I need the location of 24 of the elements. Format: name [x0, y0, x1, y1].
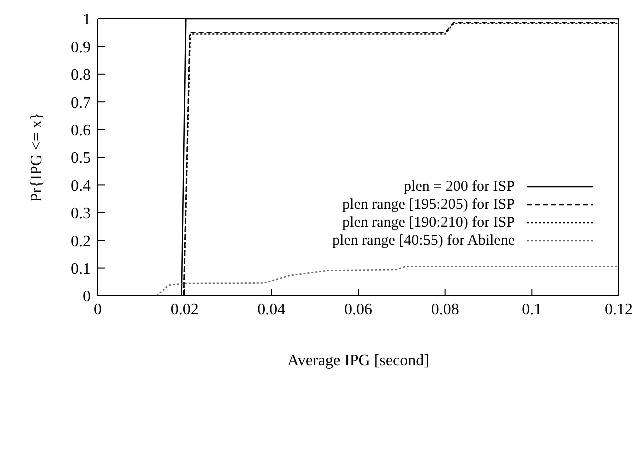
x-tick-label: 0.08: [431, 301, 460, 318]
y-tick-label: 0.9: [71, 39, 91, 56]
legend-label: plen = 200 for ISP: [404, 178, 515, 196]
x-tick-label: 0.04: [258, 301, 286, 318]
x-tick-label: 0.12: [605, 301, 633, 318]
x-tick-label: 0.06: [344, 301, 372, 318]
y-tick-label: 0.6: [71, 122, 91, 140]
y-tick-label: 0.2: [71, 233, 91, 250]
y-tick-label: 1: [83, 12, 91, 29]
x-axis-title: Average IPG [second]: [288, 352, 430, 370]
legend-label: plen range [190:210) for ISP: [342, 214, 515, 232]
x-tick-label: 0.02: [170, 301, 199, 318]
y-tick-label: 0.7: [71, 94, 91, 112]
x-tick-label: 0: [94, 301, 102, 318]
y-tick-label: 0.1: [71, 260, 91, 278]
legend-label: plen range [40:55) for Abilene: [332, 232, 515, 250]
legend-label: plen range [195:205) for ISP: [342, 196, 515, 214]
y-tick-label: 0: [83, 288, 91, 306]
x-tick-label: 0.1: [522, 301, 542, 318]
y-tick-label: 0.8: [71, 67, 91, 84]
y-axis-title: Pr{IPG <= x}: [28, 112, 46, 202]
y-tick-label: 0.5: [71, 150, 91, 168]
y-tick-label: 0.4: [71, 178, 91, 195]
y-tick-label: 0.3: [71, 206, 91, 223]
